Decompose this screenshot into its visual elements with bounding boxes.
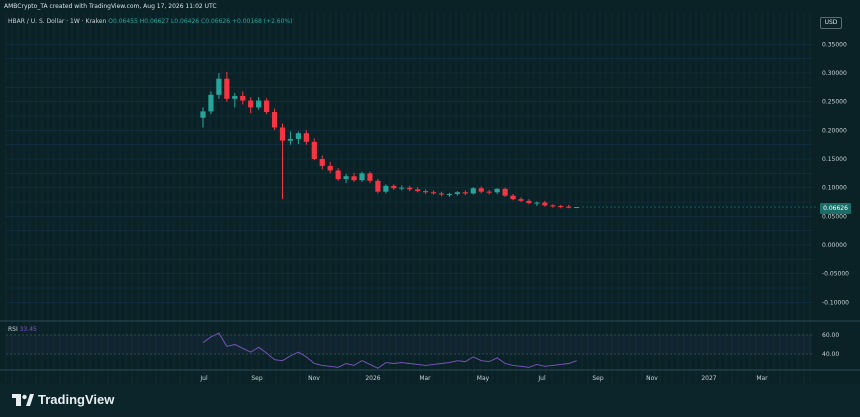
candle-body: [240, 95, 246, 101]
candle-body: [351, 176, 357, 181]
y-tick-label: 0.30000: [822, 70, 847, 77]
candle-body: [558, 206, 564, 208]
candle-body: [271, 111, 278, 128]
y-tick-label: 0.15000: [822, 156, 847, 163]
chart-attribution: AMBCrypto_TA created with TradingView.co…: [4, 3, 217, 10]
x-tick-label: Jul: [199, 375, 208, 382]
tradingview-logo[interactable]: TradingView: [12, 392, 114, 407]
candle-body: [256, 100, 262, 108]
candle-body: [248, 100, 254, 108]
current-price-badge: 0.06626: [820, 203, 851, 214]
x-tick-label: Sep: [251, 375, 263, 382]
candle-body: [534, 202, 540, 204]
y-tick-label: 0.35000: [822, 41, 847, 48]
candle-body: [542, 202, 548, 206]
candle-body: [470, 188, 476, 194]
candle-body: [430, 192, 437, 194]
x-tick-label: Nov: [308, 375, 320, 382]
tradingview-logo-icon: [12, 393, 34, 406]
candle-body: [232, 95, 238, 99]
y-tick-label: -0.05000: [822, 271, 849, 278]
rsi-tick-label: 60.00: [822, 332, 839, 339]
candle-body: [279, 127, 286, 141]
y-tick-label: 0.25000: [822, 99, 847, 106]
rsi-tick-label: 40.00: [822, 351, 839, 358]
candle-body: [486, 191, 492, 193]
candle-body: [367, 173, 373, 181]
candle-body: [287, 138, 294, 141]
candle-body: [391, 185, 397, 189]
x-tick-label: Jul: [537, 375, 546, 382]
currency-button[interactable]: USD: [820, 17, 842, 29]
ohlc-values: O0.06455 H0.06627 L0.06426 C0.06626: [108, 18, 231, 25]
candle-body: [208, 94, 214, 112]
y-tick-label: 0.00000: [822, 242, 847, 249]
candle-body: [407, 187, 413, 190]
candle-body: [502, 188, 508, 196]
candle-body: [327, 165, 333, 171]
x-tick-label: Mar: [419, 375, 431, 382]
candle-body: [415, 189, 421, 192]
candle-body: [216, 78, 222, 95]
rsi-value: 33.45: [19, 326, 37, 333]
y-tick-label: 0.20000: [822, 127, 847, 134]
y-tick-label: -0.10000: [822, 299, 849, 306]
x-tick-label: Sep: [592, 375, 604, 382]
candle-body: [550, 205, 556, 207]
candle-body: [311, 141, 317, 159]
candle-body: [264, 100, 270, 112]
candle-body: [399, 187, 405, 189]
symbol-title[interactable]: HBAR / U. S. Dollar · 1W · Kraken: [8, 18, 107, 25]
candle-body: [359, 173, 365, 181]
candle-body: [574, 206, 580, 208]
candle-body: [462, 192, 468, 194]
candle-body: [446, 193, 453, 195]
rsi-legend: RSI 33.45: [8, 326, 37, 333]
candle-body: [566, 206, 572, 208]
brand-name: TradingView: [38, 392, 115, 407]
candle-body: [383, 185, 389, 192]
y-tick-label: 0.10000: [822, 185, 847, 192]
x-tick-label: 2026: [365, 375, 380, 382]
candle-body: [200, 111, 206, 118]
candle-body: [224, 78, 230, 99]
candle-body: [526, 200, 532, 204]
x-tick-label: 2027: [701, 375, 716, 382]
candle-body: [295, 133, 301, 139]
rsi-band: [6, 335, 812, 354]
candle-body: [303, 133, 309, 142]
candle-body: [494, 188, 500, 193]
x-tick-label: Mar: [756, 375, 768, 382]
candle-body: [478, 188, 484, 192]
candle-body: [375, 180, 381, 192]
candle-body: [510, 195, 516, 200]
candle-body: [319, 159, 325, 166]
rsi-label[interactable]: RSI: [8, 326, 18, 333]
y-tick-label: 0.05000: [822, 213, 847, 220]
candle-body: [454, 192, 460, 194]
candle-body: [423, 191, 429, 193]
footer-bar: [0, 384, 860, 417]
candle-body: [343, 176, 349, 180]
candle-body: [518, 199, 524, 201]
x-tick-label: Nov: [646, 375, 658, 382]
candle-body: [438, 193, 445, 195]
rsi-line: [202, 332, 577, 369]
candle-body: [335, 170, 341, 180]
symbol-legend: HBAR / U. S. Dollar · 1W · Kraken O0.064…: [8, 18, 292, 25]
change-value: +0.00168 (+2.60%): [231, 18, 293, 25]
x-tick-label: May: [477, 375, 490, 382]
